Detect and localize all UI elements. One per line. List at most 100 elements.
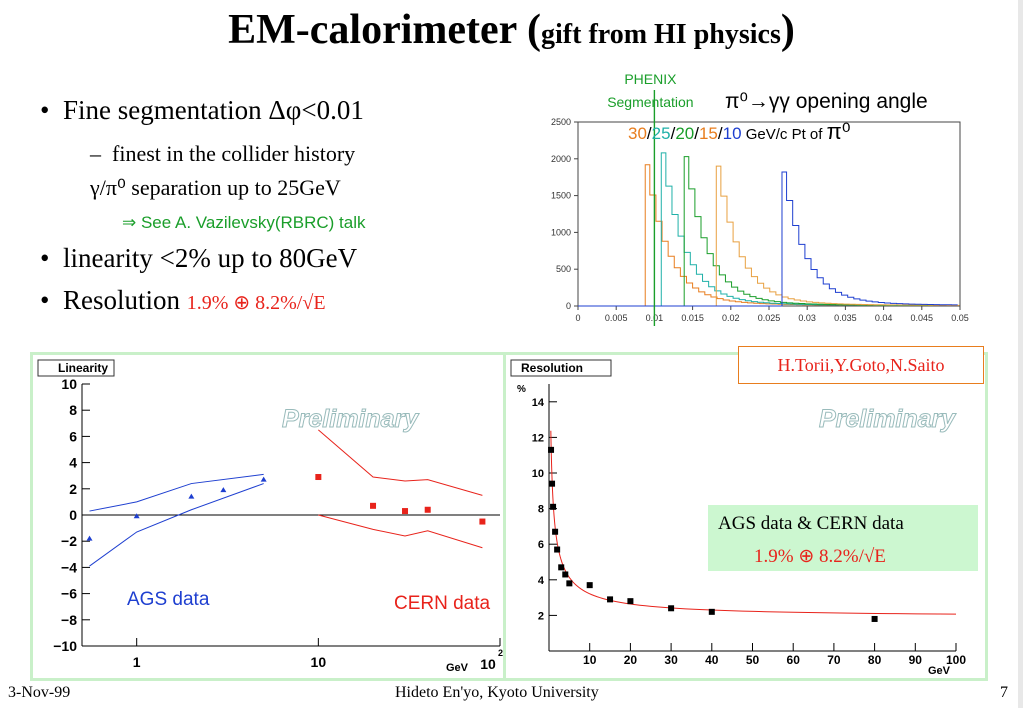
histo-xtick-label: 0.005 xyxy=(605,313,628,323)
linearity-xtick-label: 1 xyxy=(133,654,141,670)
resolution-data-point xyxy=(871,615,878,622)
resolution-title-box xyxy=(510,359,612,377)
bullet-collider-history: – finest in the collider history xyxy=(90,141,356,166)
histo-energy-labels: 30/25/20/15/10 GeV/c Pt of π⁰ xyxy=(628,119,851,144)
resolution-data-point xyxy=(586,582,593,589)
bullet-linearity-text: linearity <2% up to 80GeV xyxy=(62,243,358,273)
resolution-xtick-label: 90 xyxy=(909,653,923,667)
histo-energy-unit: GeV/c Pt of xyxy=(742,126,827,143)
histo-xtick-label: 0.03 xyxy=(798,313,816,323)
histo-energy-separator: / xyxy=(671,124,676,143)
resolution-data-point xyxy=(708,608,715,615)
histo-xtick-label: 0.04 xyxy=(875,313,893,323)
linearity-xtick-label: 10 xyxy=(311,654,327,670)
bullet-linearity: • linearity <2% up to 80GeV xyxy=(40,243,358,273)
resolution-data-point xyxy=(558,564,565,571)
resolution-ytick-label: 6 xyxy=(538,539,544,551)
histo-series-line xyxy=(578,171,958,307)
linearity-xtick-label: 10 xyxy=(480,656,496,672)
credit-box: H.Torii,Y.Goto,N.Saito xyxy=(738,346,984,384)
histo-ytick-label: 2500 xyxy=(551,117,571,127)
histo-xtick-label: 0 xyxy=(575,313,580,323)
cern-data-point xyxy=(315,474,322,481)
footer-author: Hideto En'yo, Kyoto University xyxy=(395,684,599,701)
histo-energy-label: 30 xyxy=(628,124,647,143)
cern-data-point xyxy=(402,508,409,515)
histo-energy-label: 15 xyxy=(699,124,718,143)
cern-band-upper xyxy=(318,429,483,496)
histo-energy-separator: / xyxy=(694,124,699,143)
linearity-ytick-label: 0 xyxy=(69,507,77,523)
linearity-ytick-label: −4 xyxy=(61,559,77,575)
resolution-data-point xyxy=(548,446,555,453)
linearity-ytick-label: 10 xyxy=(61,376,77,392)
resolution-ytick-label: 14 xyxy=(532,397,545,409)
linearity-ytick-label: −6 xyxy=(61,586,77,602)
resolution-xtick-label: 40 xyxy=(705,653,719,667)
resolution-xtick-label: 70 xyxy=(827,653,841,667)
resolution-data-point xyxy=(566,580,573,587)
bullet-segmentation-text: Fine segmentation Δφ<0.01 xyxy=(62,95,364,125)
histo-energy-label: 25 xyxy=(652,124,671,143)
resolution-data-point xyxy=(549,480,556,487)
resolution-xtick-label: 30 xyxy=(664,653,678,667)
linearity-title: Linearity xyxy=(58,361,108,375)
linearity-ytick-label: 2 xyxy=(69,481,77,497)
footer-page-number: 7 xyxy=(1000,684,1008,701)
resolution-data-point xyxy=(552,528,559,535)
slide-edge-bar xyxy=(1018,0,1023,708)
resolution-ytick-label: 12 xyxy=(532,432,544,444)
title-main: EM-calorimeter ( xyxy=(228,7,542,53)
slide-title: EM-calorimeter (gift from HI physics) xyxy=(0,6,1023,54)
resolution-xlabel: GeV xyxy=(928,665,951,677)
resolution-legend-title: AGS data & CERN data xyxy=(718,513,904,534)
histo-xtick-label: 0.015 xyxy=(681,313,704,323)
linearity-ytick-label: 4 xyxy=(69,455,77,471)
bullet-resolution-formula: 1.9% ⊕ 8.2%/√E xyxy=(186,292,326,314)
resolution-title: Resolution xyxy=(521,361,583,375)
bullet-collider-history-text: finest in the collider history xyxy=(112,141,356,166)
histo-energy-label: 20 xyxy=(675,124,694,143)
histo-frame xyxy=(577,121,961,307)
bottom-panel-frame xyxy=(30,352,988,681)
bullet-resolution-text: Resolution xyxy=(62,285,187,315)
resolution-xtick-label: 80 xyxy=(868,653,882,667)
ags-band-upper xyxy=(89,473,264,512)
opening-angle-chart: 0500100015002000250000.0050.010.0150.020… xyxy=(551,71,969,326)
title-sub: gift from HI physics xyxy=(541,19,781,50)
footer-date: 3-Nov-99 xyxy=(8,684,71,701)
resolution-xtick-label: 50 xyxy=(746,653,760,667)
histo-energy-separator: / xyxy=(718,124,723,143)
linearity-ytick-label: −10 xyxy=(53,638,77,654)
resolution-watermark: Preliminary xyxy=(819,405,956,433)
resolution-chart: Resolution% 14 12 10 8 6 4 2 10 20 30 40 50 60 70 80 90 1… xyxy=(510,359,966,677)
resolution-data-point xyxy=(550,503,557,510)
histo-pi0-symbol: π⁰ xyxy=(827,119,851,144)
resolution-ytick-label: 8 xyxy=(538,504,544,516)
histo-energy-label: 10 xyxy=(723,124,742,143)
ags-band-lower xyxy=(89,483,264,567)
histo-xtick-label: 0.02 xyxy=(722,313,740,323)
linearity-watermark: Preliminary xyxy=(282,405,419,433)
resolution-ylabel: % xyxy=(517,384,526,395)
resolution-ytick-label: 2 xyxy=(538,610,544,622)
ags-data-point xyxy=(86,535,93,541)
linearity-ytick-label: −2 xyxy=(61,533,77,549)
title-close: ) xyxy=(780,7,795,53)
histo-xtick-label: 0.035 xyxy=(834,313,857,323)
histo-series-line xyxy=(578,165,960,307)
cern-data-point xyxy=(370,502,377,509)
resolution-data-point xyxy=(668,605,675,612)
histo-xtick-label: 0.05 xyxy=(951,313,969,323)
ags-data-point xyxy=(260,476,267,482)
segmentation-label: Segmentation xyxy=(607,94,693,110)
resolution-ytick-label: 4 xyxy=(538,575,545,587)
bullet-resolution: • Resolution 1.9% ⊕ 8.2%/√E xyxy=(40,285,326,315)
resolution-xtick-label: 10 xyxy=(583,653,597,667)
resolution-data-point xyxy=(554,546,561,553)
linearity-title-box xyxy=(37,359,115,377)
histo-xtick-label: 0.045 xyxy=(911,313,934,323)
bullet-segmentation: • Fine segmentation Δφ<0.01 xyxy=(40,95,364,125)
histo-ytick-label: 1500 xyxy=(551,191,571,201)
histo-xtick-label: 0.025 xyxy=(758,313,781,323)
